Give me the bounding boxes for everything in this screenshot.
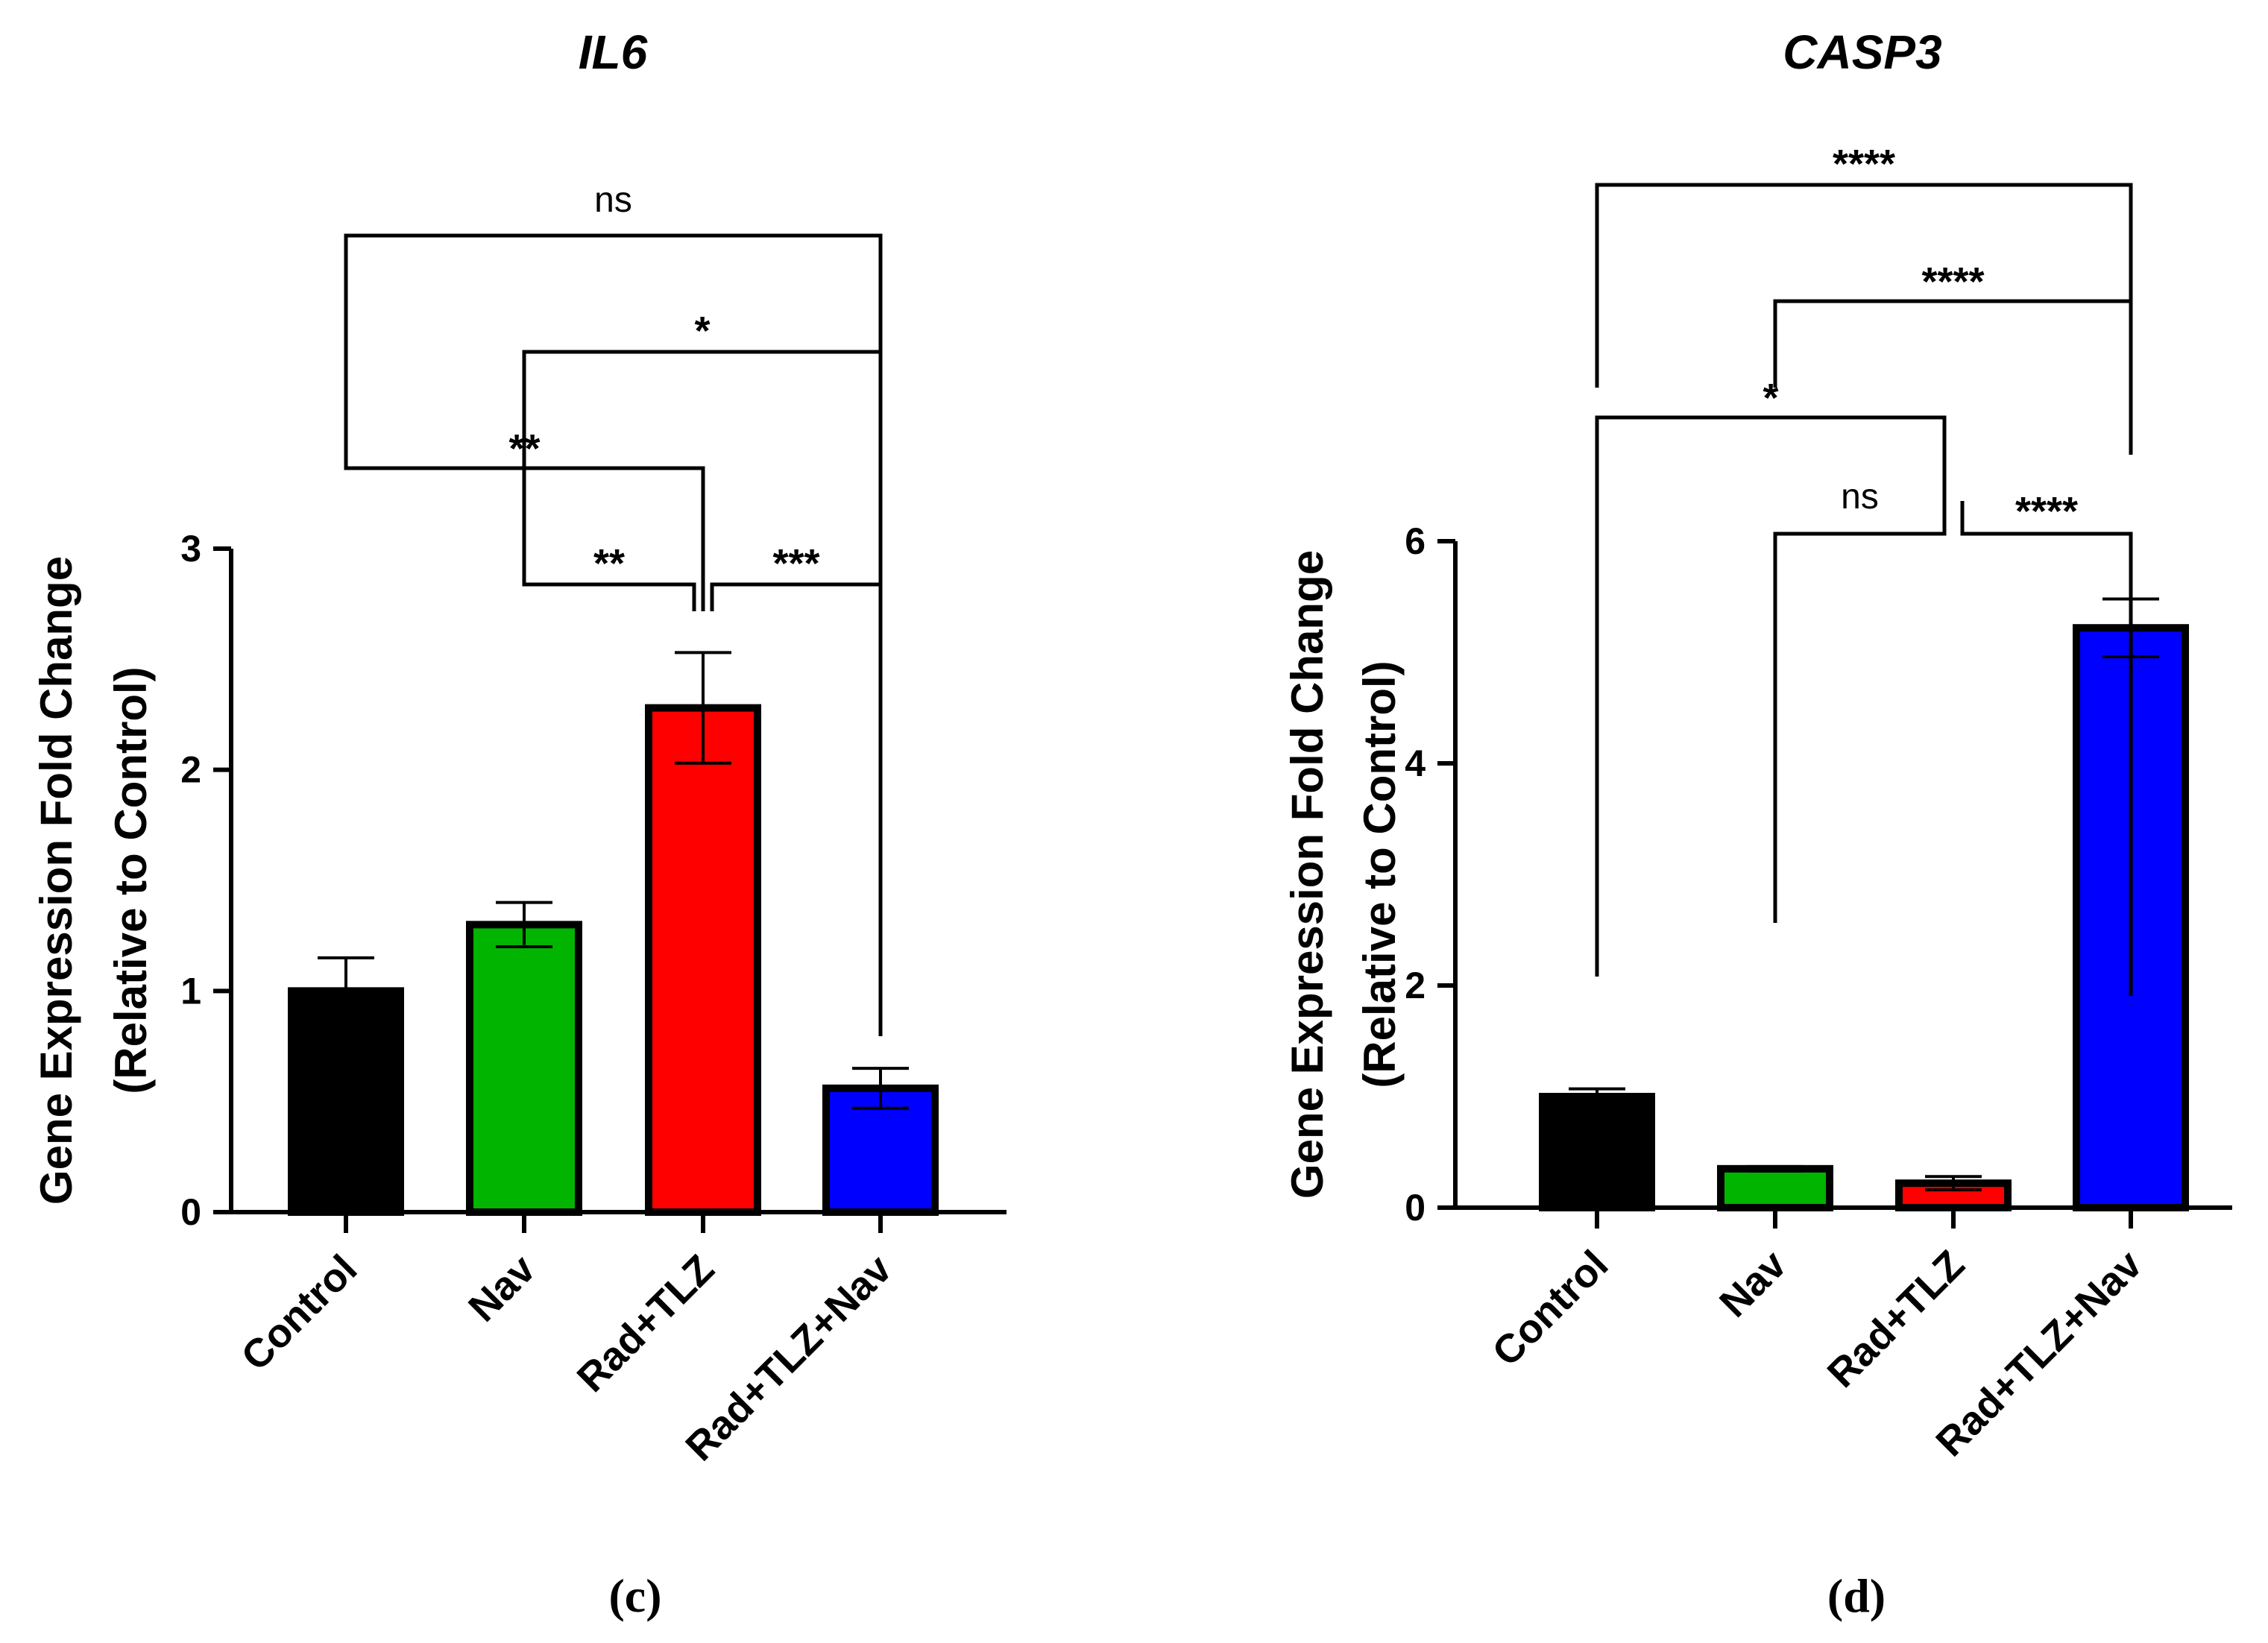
bar-rad-tlz [645,704,761,1216]
y-axis-label-line2: (Relative to Control) [106,666,156,1094]
significance-label: ** [593,541,625,586]
y-axis-label-line2: (Relative to Control) [1355,660,1405,1088]
y-tick-label: 0 [1405,1187,1426,1229]
significance-bracket [710,582,883,1036]
significance-bracket [522,350,883,738]
panel-label: (d) [1827,1569,1886,1622]
x-tick-label: Nav [1711,1242,1795,1325]
chart-panel-il6: IL6 Gene Expression Fold Change (Relative … [31,25,1007,1622]
significance-label: **** [1833,142,1895,186]
significance-label: *** [772,541,819,586]
y-axis-label-line1: Gene Expression Fold Change [31,556,81,1205]
y-tick-label: 4 [1405,742,1426,784]
significance-bracket [344,233,883,738]
chart-title: CASP3 [1783,25,1941,79]
bar-nav [1717,1164,1833,1211]
x-tick-label: Control [1484,1242,1616,1375]
significance-bracket [1773,299,2133,455]
significance-bracket [1773,501,1947,923]
y-tick-label: 2 [180,749,201,791]
significance-label: ns [1841,477,1879,517]
significance-bracket [1595,183,2133,455]
y-tick-label: 6 [1405,520,1426,562]
y-axis-label-line1: Gene Expression Fold Change [1282,550,1332,1199]
significance-bracket [1595,415,1947,977]
significance-label: * [694,309,710,353]
x-tick-label: Control [233,1246,365,1379]
significance-label: **** [1921,259,1984,304]
bar-control [1539,1093,1655,1211]
y-tick-label: 0 [180,1191,201,1233]
x-tick-label: Rad+TLZ [569,1246,723,1401]
significance-label: **** [2015,489,2078,534]
y-tick-label: 1 [180,970,201,1012]
significance-bracket [522,385,696,611]
y-tick-label: 2 [1405,965,1426,1006]
bar-nav [466,921,582,1217]
chart-title: IL6 [579,25,648,79]
significance-label: * [1763,376,1778,420]
significance-label: ns [594,180,632,220]
x-tick-label: Rad+TLZ [1819,1242,1974,1396]
y-tick-label: 3 [180,528,201,570]
x-tick-label: Nav [460,1246,544,1330]
chart-panel-casp3: CASP3 Gene Expression Fold Change (Relativ… [1282,25,2232,1622]
significance-bracket [1960,501,2133,996]
panel-label: (c) [608,1569,661,1622]
